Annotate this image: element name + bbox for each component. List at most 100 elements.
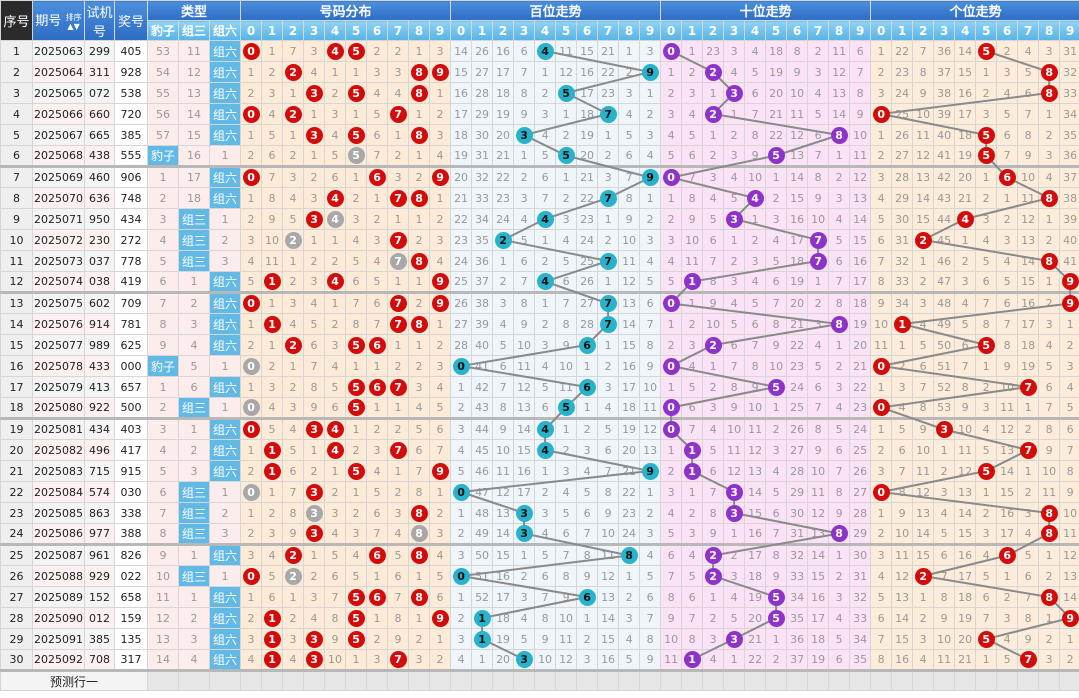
predict-cell[interactable] bbox=[147, 669, 179, 691]
predict-cell[interactable] bbox=[891, 669, 914, 691]
header-tens-digit: 8 bbox=[828, 20, 851, 41]
dist-cell: 2 bbox=[240, 145, 263, 167]
predict-label: 预测行一 bbox=[0, 669, 148, 691]
predict-cell[interactable] bbox=[429, 669, 452, 691]
predict-cell[interactable] bbox=[660, 669, 683, 691]
u-cell: 2 bbox=[933, 460, 956, 482]
t-cell: 8 bbox=[849, 82, 872, 104]
predict-cell[interactable] bbox=[387, 669, 410, 691]
predict-cell[interactable] bbox=[513, 669, 536, 691]
predict-cell[interactable] bbox=[828, 669, 851, 691]
u-cell: 23 bbox=[891, 61, 914, 83]
u-cell: 8 bbox=[1017, 124, 1040, 146]
predict-cell[interactable] bbox=[408, 669, 431, 691]
predict-cell[interactable] bbox=[681, 669, 704, 691]
type-omission-cell: 2 bbox=[208, 229, 242, 251]
predict-cell[interactable] bbox=[912, 669, 935, 691]
dist-ball: 1 bbox=[263, 651, 281, 668]
header-issue[interactable]: 期号 排序 ▲▼ bbox=[32, 0, 85, 41]
header-tens-digit: 2 bbox=[702, 20, 725, 41]
predict-cell[interactable] bbox=[975, 669, 998, 691]
t-cell: 1 bbox=[828, 543, 851, 566]
type-hit-cell: 组三 bbox=[178, 250, 210, 272]
t-cell: 14 bbox=[828, 103, 851, 125]
u-cell: 13 bbox=[996, 439, 1019, 461]
predict-cell[interactable] bbox=[765, 669, 788, 691]
h-cell: 3 bbox=[534, 103, 557, 125]
h-cell: 4 bbox=[639, 250, 662, 272]
predict-cell[interactable] bbox=[178, 669, 210, 691]
predict-cell[interactable] bbox=[744, 669, 767, 691]
sort-button[interactable]: 排序 ▲▼ bbox=[66, 13, 82, 31]
type-hit-cell: 组六 bbox=[208, 82, 242, 104]
predict-cell[interactable] bbox=[933, 669, 956, 691]
predict-cell[interactable] bbox=[1038, 669, 1061, 691]
dist-ball: 0 bbox=[242, 169, 260, 186]
u-cell: 4 bbox=[891, 397, 914, 419]
table-row: 4 2025066 660 720 56 14 组六 0 4 2 1 3 1 5 7 1 2 17 29 19 9 3 1 1… bbox=[0, 103, 1079, 125]
u-ball: 5 bbox=[977, 630, 995, 648]
prize-cell: 417 bbox=[114, 439, 148, 461]
predict-cell[interactable] bbox=[208, 669, 242, 691]
predict-cell[interactable] bbox=[576, 669, 599, 691]
predict-cell[interactable] bbox=[366, 669, 389, 691]
type-omission-cell: 13 bbox=[178, 82, 210, 104]
t-cell: 10 bbox=[660, 628, 683, 650]
dist-cell: 4 bbox=[387, 523, 410, 545]
dist-cell: 4 bbox=[429, 145, 452, 167]
u-cell: 6 bbox=[996, 124, 1019, 146]
predict-cell[interactable] bbox=[555, 669, 578, 691]
predict-cell[interactable] bbox=[303, 669, 326, 691]
h-cell: 24 bbox=[450, 250, 473, 272]
dist-cell: 1 bbox=[282, 250, 305, 272]
t-cell: 20 bbox=[849, 334, 872, 356]
h-cell: 4 bbox=[513, 607, 536, 629]
h-cell: 39 bbox=[471, 313, 494, 335]
predict-cell[interactable] bbox=[807, 669, 830, 691]
dist-ball: 4 bbox=[326, 42, 344, 60]
predict-cell[interactable] bbox=[282, 669, 305, 691]
predict-cell[interactable] bbox=[849, 669, 872, 691]
predict-cell[interactable] bbox=[870, 669, 893, 691]
h-cell: 10 bbox=[492, 439, 515, 461]
dist-cell: 5 bbox=[324, 543, 347, 566]
predict-cell[interactable] bbox=[534, 669, 557, 691]
type-hit-cell: 豹子 bbox=[147, 355, 179, 377]
predict-cell[interactable] bbox=[786, 669, 809, 691]
h-cell: 2 bbox=[450, 523, 473, 545]
predict-cell[interactable] bbox=[597, 669, 620, 691]
predict-cell[interactable] bbox=[723, 669, 746, 691]
predict-cell[interactable] bbox=[345, 669, 368, 691]
predict-cell[interactable] bbox=[1059, 669, 1079, 691]
predict-cell[interactable] bbox=[261, 669, 284, 691]
h-cell: 18 bbox=[450, 124, 473, 146]
t-cell: 9 bbox=[807, 187, 830, 209]
predict-cell[interactable] bbox=[492, 669, 515, 691]
h-cell: 19 bbox=[492, 628, 515, 650]
predict-cell[interactable] bbox=[996, 669, 1019, 691]
t-cell: 20 bbox=[765, 82, 788, 104]
issue-cell: 2025073 bbox=[32, 250, 85, 272]
u-cell: 2 bbox=[870, 439, 893, 461]
header-tens-digit: 6 bbox=[786, 20, 809, 41]
h-cell: 3 bbox=[450, 417, 473, 440]
h-cell: 6 bbox=[492, 355, 515, 377]
predict-cell[interactable] bbox=[954, 669, 977, 691]
header-units-digit: 3 bbox=[933, 20, 956, 41]
u-cell: 6 bbox=[996, 543, 1019, 566]
t-cell: 9 bbox=[828, 502, 851, 524]
predict-cell[interactable] bbox=[618, 669, 641, 691]
dist-ball: 2 bbox=[284, 105, 302, 123]
predict-cell[interactable] bbox=[471, 669, 494, 691]
predict-cell[interactable] bbox=[324, 669, 347, 691]
dist-cell: 11 bbox=[261, 250, 284, 272]
predict-cell[interactable] bbox=[240, 669, 263, 691]
predict-cell[interactable] bbox=[702, 669, 725, 691]
predict-cell[interactable] bbox=[450, 669, 473, 691]
h-cell: 8 bbox=[618, 543, 641, 566]
h-cell: 3 bbox=[639, 523, 662, 545]
predict-cell[interactable] bbox=[639, 669, 662, 691]
predict-cell[interactable] bbox=[1017, 669, 1040, 691]
dist-cell: 8 bbox=[408, 523, 431, 545]
h-cell: 4 bbox=[639, 145, 662, 167]
